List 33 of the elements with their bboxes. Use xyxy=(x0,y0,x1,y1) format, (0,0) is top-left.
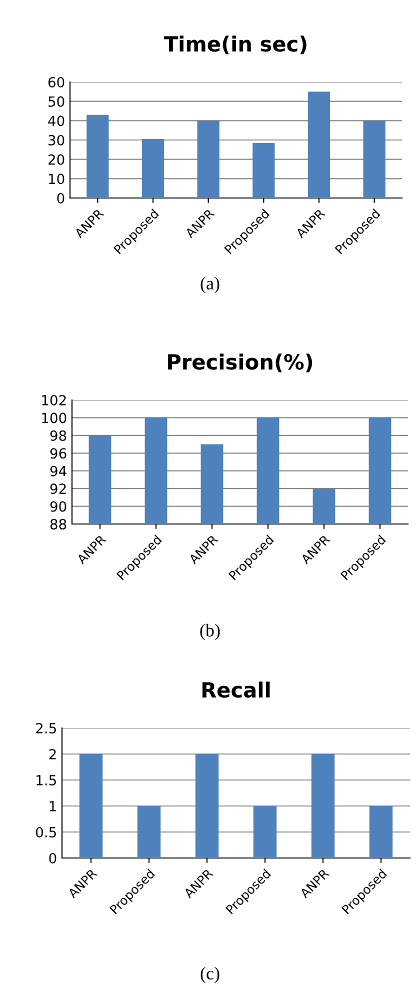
chart-title: Recall xyxy=(202,682,270,698)
y-tick-label: 0 xyxy=(49,852,56,864)
y-tick-label: 96 xyxy=(50,448,66,459)
y-tick-label: 88 xyxy=(50,518,66,530)
y-tick-label: 40 xyxy=(48,116,64,126)
text: (b) xyxy=(200,624,220,640)
y-tick-label: 50 xyxy=(48,96,64,107)
bar xyxy=(252,142,275,198)
y-tick-label: 60 xyxy=(48,76,64,88)
y-tick-label: 102 xyxy=(42,394,66,406)
y-tick-label: 10 xyxy=(48,174,64,184)
y-tick-label: 30 xyxy=(48,134,64,146)
y-tick-label: 0.5 xyxy=(36,826,56,838)
bar xyxy=(308,92,330,198)
y-tick-label: 2 xyxy=(49,748,56,760)
text: (a) xyxy=(200,276,220,294)
bar xyxy=(197,120,220,198)
y-tick-label: 0 xyxy=(57,192,64,204)
y-tick-label: 20 xyxy=(48,154,64,165)
y-tick-label: 98 xyxy=(50,430,66,441)
y-tick-label: 94 xyxy=(50,466,66,476)
y-tick-label: 92 xyxy=(50,484,66,494)
bar xyxy=(142,139,164,198)
y-tick-label: 100 xyxy=(42,412,66,424)
y-tick-label: 1 xyxy=(50,801,56,812)
y-tick-label: 2.5 xyxy=(36,722,56,734)
chart-title: Time(in sec) xyxy=(164,36,306,54)
text: (c) xyxy=(200,966,220,984)
chart-title: Precision(%) xyxy=(168,354,312,372)
bar xyxy=(86,114,109,198)
y-tick-label: 90 xyxy=(50,501,66,512)
y-tick-label: 1.5 xyxy=(36,775,56,786)
bar xyxy=(363,120,386,198)
